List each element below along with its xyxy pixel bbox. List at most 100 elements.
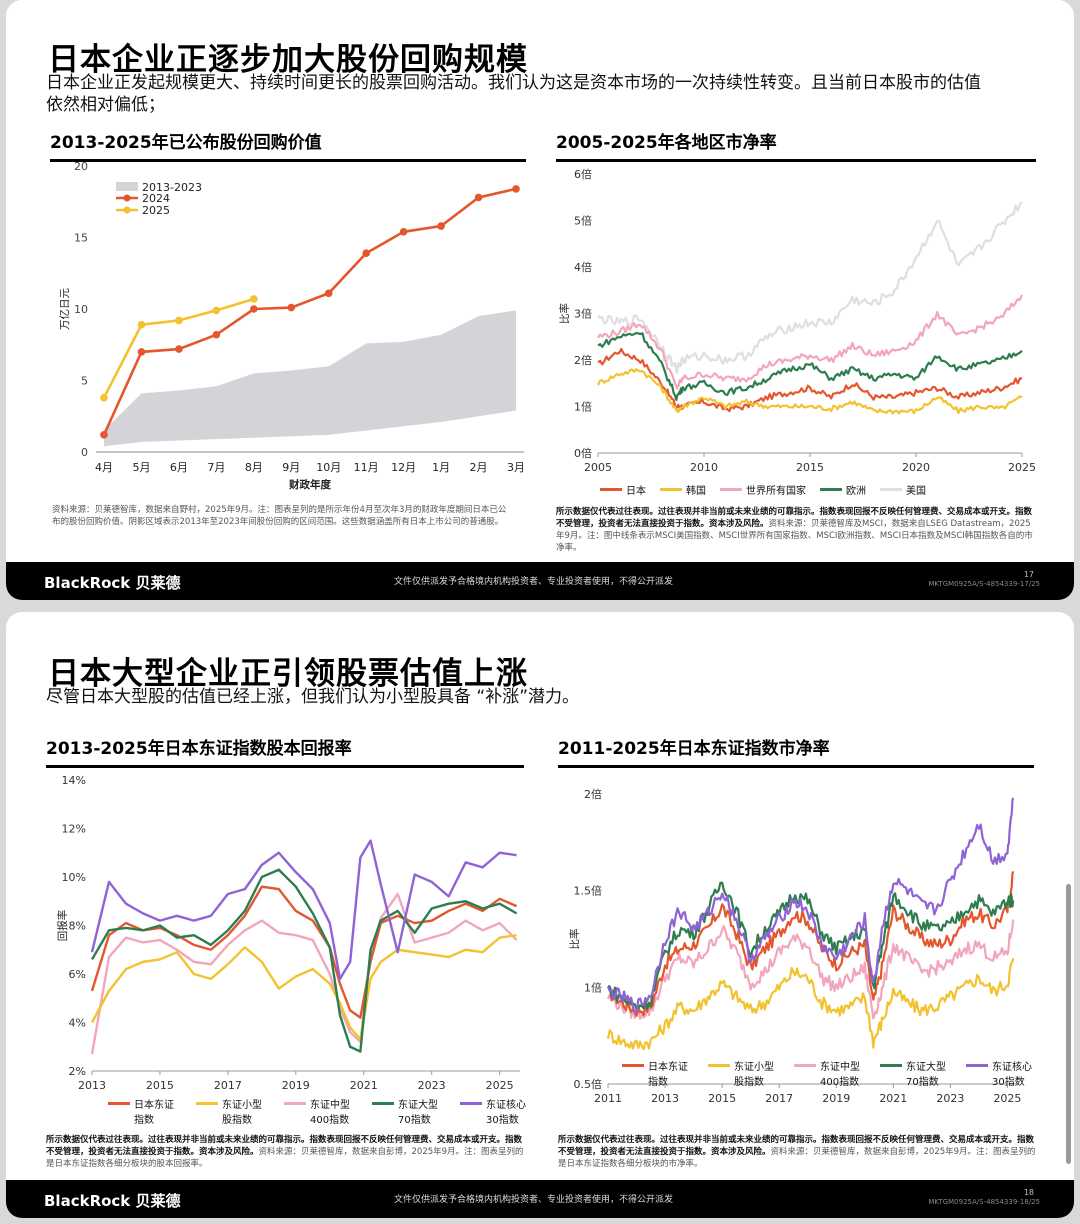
legend-item-topix-mid400: 东证中型 400指数 bbox=[794, 1058, 860, 1088]
x-tick-label: 2011 bbox=[594, 1092, 622, 1105]
page-number: 18 bbox=[1023, 1188, 1034, 1197]
data-point-2024 bbox=[250, 305, 258, 313]
page-number: 17 bbox=[1023, 570, 1034, 579]
footer-bar: BlackRock 贝莱德 文件仅供派发予合格境内机构投资者、专业投资者使用，不… bbox=[6, 562, 1074, 600]
x-tick-label: 2021 bbox=[879, 1092, 907, 1105]
topix-roe-chart: 2% 4% 6% 8% 10% 12% 14% 2013 2015 2017 2019 2021 202… bbox=[56, 774, 520, 1092]
y-tick-label: 0 bbox=[81, 446, 88, 459]
legend-label: 2025 bbox=[142, 204, 170, 217]
series-line-欧洲 bbox=[597, 331, 1023, 402]
y-tick-label: 5倍 bbox=[574, 214, 592, 228]
legend-item-topix: 日本东证 指数 bbox=[622, 1058, 688, 1088]
x-tick-label: 2月 bbox=[470, 461, 488, 474]
range-band-2013-2023 bbox=[104, 310, 516, 447]
data-point-2024 bbox=[437, 222, 445, 230]
legend-swatch-dot bbox=[123, 194, 131, 202]
regional-pb-chart: 0倍 1倍 2倍 3倍 4倍 5倍 6倍 2005 2010 2015 2020 2025 比率 bbox=[558, 167, 1036, 474]
data-point-2025 bbox=[175, 316, 183, 325]
regional-legend: 日本 韩国 世界所有国家 欧洲 美国 bbox=[600, 482, 926, 497]
y-tick-label: 0倍 bbox=[574, 446, 592, 460]
x-tick-label: 2013 bbox=[651, 1092, 679, 1105]
series-line-美国 bbox=[597, 201, 1023, 374]
legend-item-europe: 欧洲 bbox=[820, 482, 866, 497]
x-tick-label: 2019 bbox=[282, 1079, 310, 1092]
data-point-2025 bbox=[100, 393, 108, 402]
y-tick-label: 12% bbox=[62, 823, 86, 836]
x-tick-label: 2023 bbox=[936, 1092, 964, 1105]
legend-item-topix-mid400: 东证中型 400指数 bbox=[284, 1096, 350, 1126]
series-line-东证核心30指数 bbox=[606, 797, 1015, 1014]
document-code: MKTGM0925A/S-4854339-17/25 bbox=[928, 580, 1040, 588]
legend-item-japan: 日本 bbox=[600, 482, 646, 497]
y-tick-label: 2倍 bbox=[574, 353, 592, 367]
series-line-日本东证指数 bbox=[607, 871, 1015, 1017]
buyback-source-note: 资料来源：贝莱德智库，数据来自野村，2025年9月。注：图表呈列的是所示年份4月… bbox=[52, 505, 507, 527]
y-tick-label: 14% bbox=[62, 774, 86, 787]
y-tick-label: 6倍 bbox=[574, 167, 592, 181]
data-point-2024 bbox=[512, 185, 520, 193]
legend-label: 2024 bbox=[142, 192, 170, 205]
series-line-2024 bbox=[102, 187, 517, 436]
y-tick-label: 3倍 bbox=[574, 307, 592, 321]
chart-title-regional-pb: 2005-2025年各地区市净率 bbox=[556, 128, 1036, 162]
x-tick-label: 2015 bbox=[796, 461, 824, 474]
data-point-2024 bbox=[362, 249, 370, 258]
slide-18: 日本大型企业正引领股票估值上涨 尽管日本大型股的估值已经上涨，但我们认为小型股具… bbox=[6, 612, 1074, 1218]
x-tick-label: 2017 bbox=[214, 1079, 242, 1092]
legend-item-topix-small: 东证小型 股指数 bbox=[708, 1058, 774, 1088]
slide-title: 日本企业正逐步加大股份回购规模 bbox=[48, 42, 528, 78]
y-tick-label: 5 bbox=[81, 375, 88, 388]
page-scrollbar[interactable] bbox=[1066, 884, 1071, 1164]
topix-roe-legend: 日本东证 指数 东证小型 股指数 东证中型 400指数 东证大型 70指数 东证核心 30… bbox=[108, 1096, 526, 1126]
series-line-东证核心30指数 bbox=[90, 839, 517, 981]
y-tick-label: 2% bbox=[69, 1065, 86, 1078]
slide-subtitle-line2: 依然相对偏低； bbox=[46, 95, 165, 115]
legend-swatch-band bbox=[116, 182, 138, 191]
x-tick-label: 5月 bbox=[132, 461, 150, 474]
legend-item-world: 世界所有国家 bbox=[720, 482, 806, 497]
x-tick-label: 4月 bbox=[95, 461, 113, 474]
x-tick-label: 2021 bbox=[350, 1079, 378, 1092]
document-code: MKTGM0925A/S-4854339-18/25 bbox=[928, 1198, 1040, 1206]
legend-item-topix-small: 东证小型 股指数 bbox=[196, 1096, 262, 1126]
series-line-日本东证指数 bbox=[90, 885, 518, 1019]
series-line-东证大型70指数 bbox=[607, 881, 1015, 1011]
x-tick-label: 2023 bbox=[418, 1079, 446, 1092]
data-point-2024 bbox=[399, 227, 408, 236]
x-tick-label: 2020 bbox=[902, 461, 930, 474]
data-point-2024 bbox=[137, 348, 146, 356]
x-tick-label: 11月 bbox=[354, 461, 379, 474]
y-tick-label: 1倍 bbox=[584, 980, 602, 994]
series-line-东证大型70指数 bbox=[90, 868, 518, 1053]
legend-item-topix-large70: 东证大型 70指数 bbox=[372, 1096, 438, 1126]
y-axis-title: 万亿日元 bbox=[58, 288, 71, 330]
topix-pb-legend: 日本东证 指数 东证小型 股指数 东证中型 400指数 东证大型 70指数 东证核心 30… bbox=[622, 1058, 1032, 1088]
regional-source-note: 所示数据仅代表过往表现。过往表现并非当前或未来业绩的可靠指示。指数表现回报不反映… bbox=[556, 507, 1033, 553]
y-axis-title: 回报率 bbox=[56, 910, 69, 942]
y-tick-label: 0.5倍 bbox=[574, 1077, 603, 1091]
y-tick-label: 1.5倍 bbox=[574, 884, 603, 898]
series-line-东证小型股指数 bbox=[606, 958, 1015, 1051]
legend-swatch-dot bbox=[123, 206, 131, 214]
data-point-2024 bbox=[287, 303, 296, 312]
x-tick-label: 8月 bbox=[245, 461, 263, 474]
x-tick-label: 10月 bbox=[316, 461, 341, 474]
topix-roe-source-note: 所示数据仅代表过往表现。过往表现并非当前或未来业绩的可靠指示。指数表现回报不反映… bbox=[46, 1135, 524, 1169]
data-point-2024 bbox=[324, 289, 333, 298]
data-point-2024 bbox=[474, 193, 483, 202]
x-tick-label: 2019 bbox=[822, 1092, 850, 1105]
x-tick-label: 2025 bbox=[993, 1092, 1021, 1105]
legend-item-us: 美国 bbox=[880, 482, 926, 497]
data-point-2025 bbox=[212, 306, 221, 315]
chart-title-topix-roe: 2013-2025年日本东证指数股本回报率 bbox=[46, 734, 524, 768]
data-point-2025 bbox=[137, 320, 146, 329]
legend-item-topix-core30: 东证核心 30指数 bbox=[966, 1058, 1032, 1088]
x-tick-label: 2015 bbox=[146, 1079, 174, 1092]
slide-title: 日本大型企业正引领股票估值上涨 bbox=[48, 656, 528, 692]
x-tick-label: 2025 bbox=[1008, 461, 1036, 474]
y-tick-label: 10% bbox=[62, 871, 86, 884]
x-tick-label: 2017 bbox=[765, 1092, 793, 1105]
x-tick-label: 2010 bbox=[690, 461, 718, 474]
x-tick-label: 3月 bbox=[507, 461, 525, 474]
